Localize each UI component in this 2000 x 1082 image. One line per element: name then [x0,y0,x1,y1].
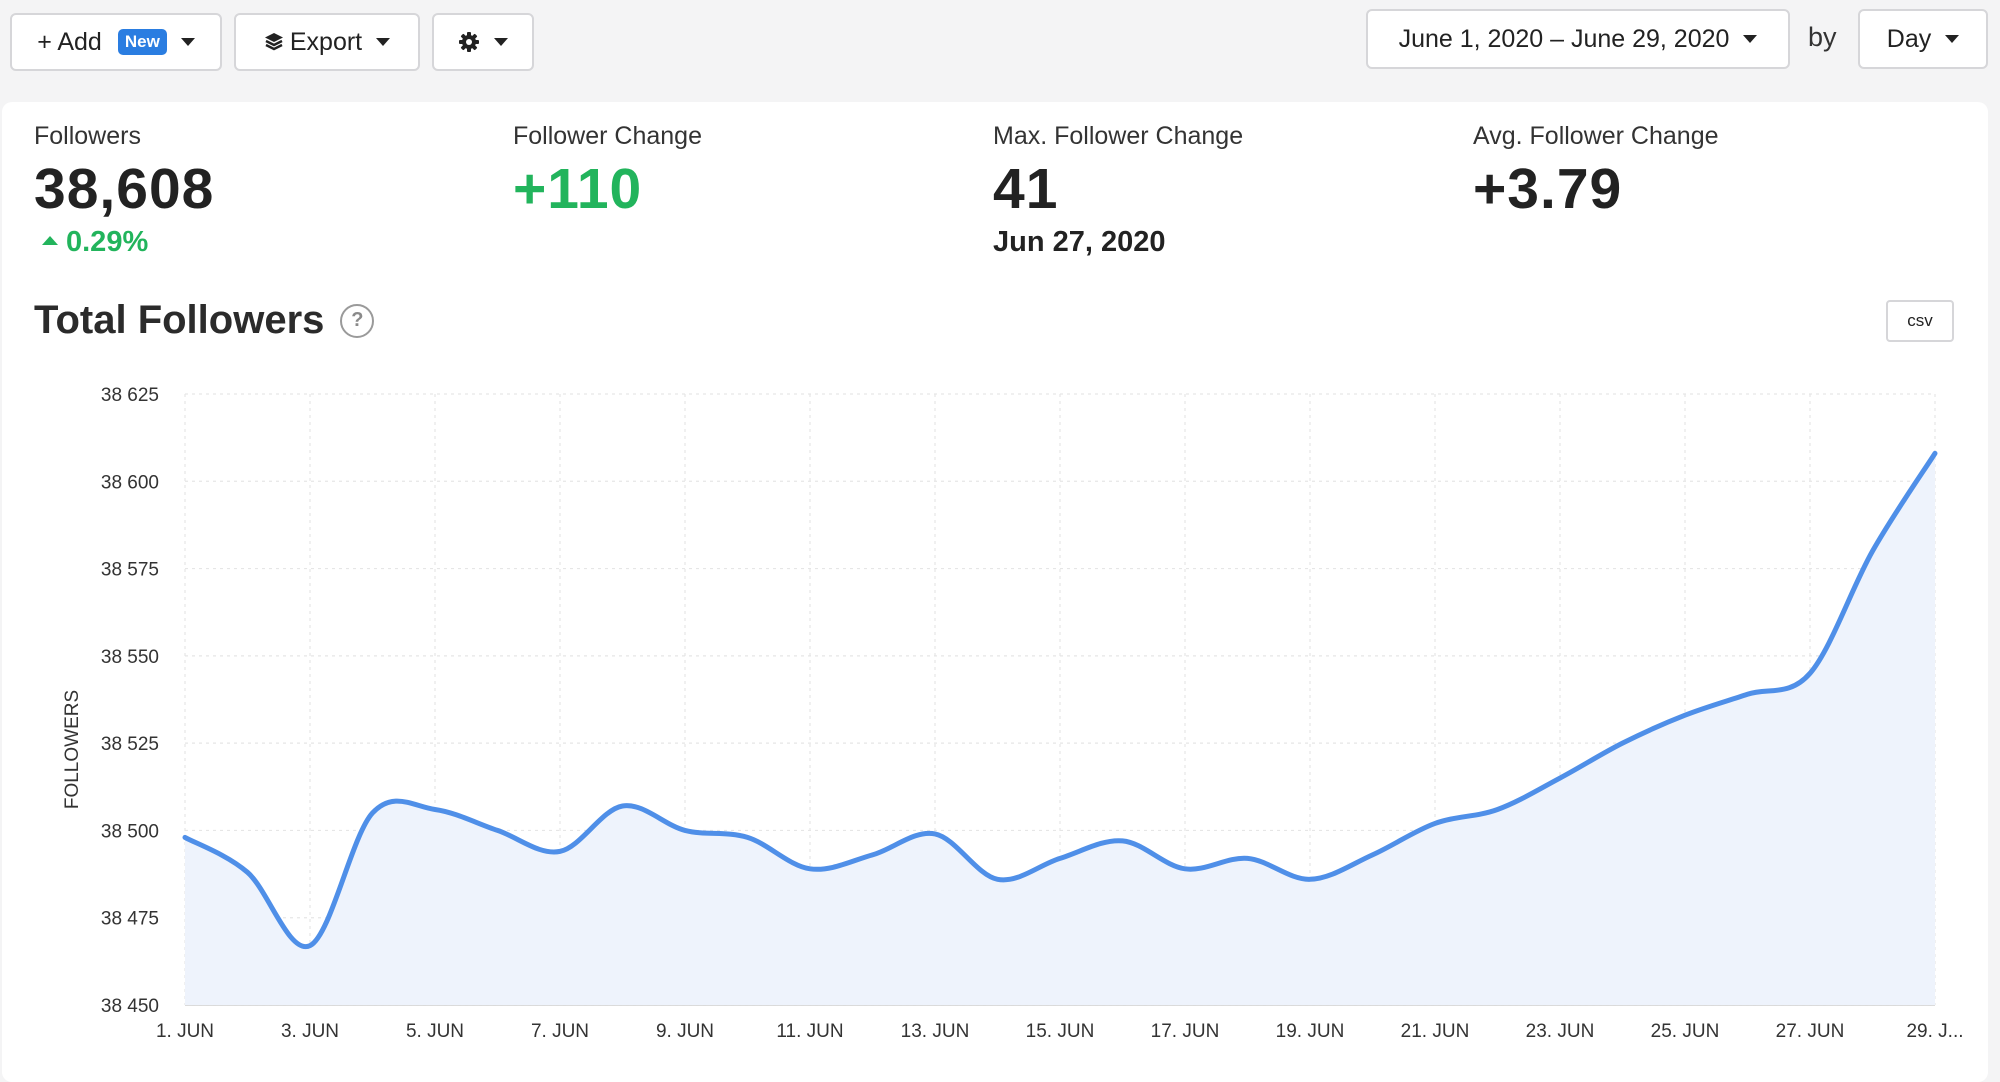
chart-title-text: Total Followers [34,298,325,342]
kpi-label: Avg. Follower Change [1473,122,1719,150]
data-point [1682,712,1688,718]
x-tick-label: 7. JUN [531,1021,589,1042]
x-tick-label: 15. JUN [1026,1021,1095,1042]
add-button[interactable]: + Add New [10,13,222,71]
kpi-value: +3.79 [1473,157,1623,221]
x-tick-label: 23. JUN [1526,1021,1595,1042]
settings-button[interactable] [432,13,534,71]
x-tick-label: 13. JUN [901,1021,970,1042]
data-point [1557,775,1563,781]
x-tick-label: 9. JUN [656,1021,714,1042]
y-tick-label: 38 525 [101,734,159,755]
data-point [682,827,688,833]
kpi-avg-change: Avg. Follower Change +3.79 [1473,122,1719,218]
y-tick-label: 38 625 [101,385,159,406]
toolbar: + Add New Export June 1, 2020 – June 29,… [0,0,2000,90]
chevron-down-icon [1945,35,1960,43]
series-line [182,450,1938,950]
y-tick-label: 38 475 [101,909,159,930]
data-point [1432,820,1438,826]
data-point [932,831,938,837]
y-tick-label: 38 575 [101,560,159,581]
x-tick-label: 21. JUN [1401,1021,1470,1042]
kpi-value: 38,608 [34,157,215,221]
data-point [245,869,251,875]
data-point [1245,855,1251,861]
data-point [1057,855,1063,861]
x-tick-label: 1. JUN [156,1021,214,1042]
data-point [1745,691,1751,697]
data-point [1307,876,1313,882]
kpi-label: Max. Follower Change [993,122,1244,150]
series-area [185,453,1935,1006]
x-tick-label: 17. JUN [1151,1021,1220,1042]
y-tick-label: 38 550 [101,647,159,668]
followers-chart: 38 450 38 475 38 500 38 525 38 550 38 575 38 6… [62,385,1964,1042]
x-tick-label: 27. JUN [1776,1021,1845,1042]
export-button-label: Export [289,27,363,56]
stats-card: Followers 38,608 0.29% Follower Change +… [2,102,1988,1082]
x-tick-label: 11. JUN [776,1021,843,1042]
by-label: by [1808,22,1837,52]
data-point [1807,670,1813,676]
data-point [870,852,876,858]
chart-title: Total Followers ? [34,298,375,343]
data-point [745,834,751,840]
arrow-up-icon [42,235,58,245]
kpi-follower-change: Follower Change +110 [513,122,702,218]
data-point [370,810,376,816]
chevron-down-icon [1743,35,1758,43]
x-tick-label: 3. JUN [281,1021,339,1042]
gear-icon [459,32,479,52]
kpi-followers: Followers 38,608 0.29% [34,122,214,259]
new-badge: New [117,29,167,55]
data-point [432,806,438,812]
add-button-label: + Add [37,27,102,56]
data-point [1620,740,1626,746]
help-icon[interactable]: ? [340,303,375,338]
kpi-label: Followers [34,122,141,150]
chevron-down-icon [180,38,195,46]
x-tick-label: 29. J... [1906,1021,1963,1042]
data-point [495,827,501,833]
data-point [1932,450,1938,456]
csv-button[interactable]: csv [1886,300,1954,342]
granularity-select[interactable]: Day [1858,9,1988,69]
kpi-date: Jun 27, 2020 [993,226,1166,258]
kpi-value: 41 [993,157,1059,221]
data-point [807,866,813,872]
data-point [995,876,1001,882]
data-point [1182,866,1188,872]
data-point [620,803,626,809]
data-point [182,834,188,840]
data-point [1120,838,1126,844]
kpi-change: 0.29% [34,226,214,259]
granularity-label: Day [1886,24,1932,53]
kpi-label: Follower Change [513,122,702,150]
x-tick-label: 19. JUN [1276,1021,1345,1042]
export-button[interactable]: Export [234,13,420,71]
y-tick-label: 38 450 [101,996,159,1017]
layers-icon [264,33,283,51]
data-point [307,943,313,949]
data-point [1870,548,1876,554]
date-range-picker[interactable]: June 1, 2020 – June 29, 2020 [1366,9,1790,69]
x-tick-label: 25. JUN [1651,1021,1720,1042]
chevron-down-icon [376,38,391,46]
y-tick-label: 38 500 [101,821,159,842]
kpi-max-change: Max. Follower Change 41 Jun 27, 2020 [993,122,1243,259]
chevron-down-icon [494,38,508,46]
y-tick-label: 38 600 [101,472,159,493]
date-range-label: June 1, 2020 – June 29, 2020 [1398,24,1730,53]
y-axis-label: FOLLOWERS [62,690,83,809]
kpi-value: +110 [513,157,643,221]
data-point [557,848,563,854]
x-tick-label: 5. JUN [406,1021,464,1042]
data-point [1495,806,1501,812]
data-point [1370,852,1376,858]
kpi-change-value: 0.29% [66,226,149,258]
